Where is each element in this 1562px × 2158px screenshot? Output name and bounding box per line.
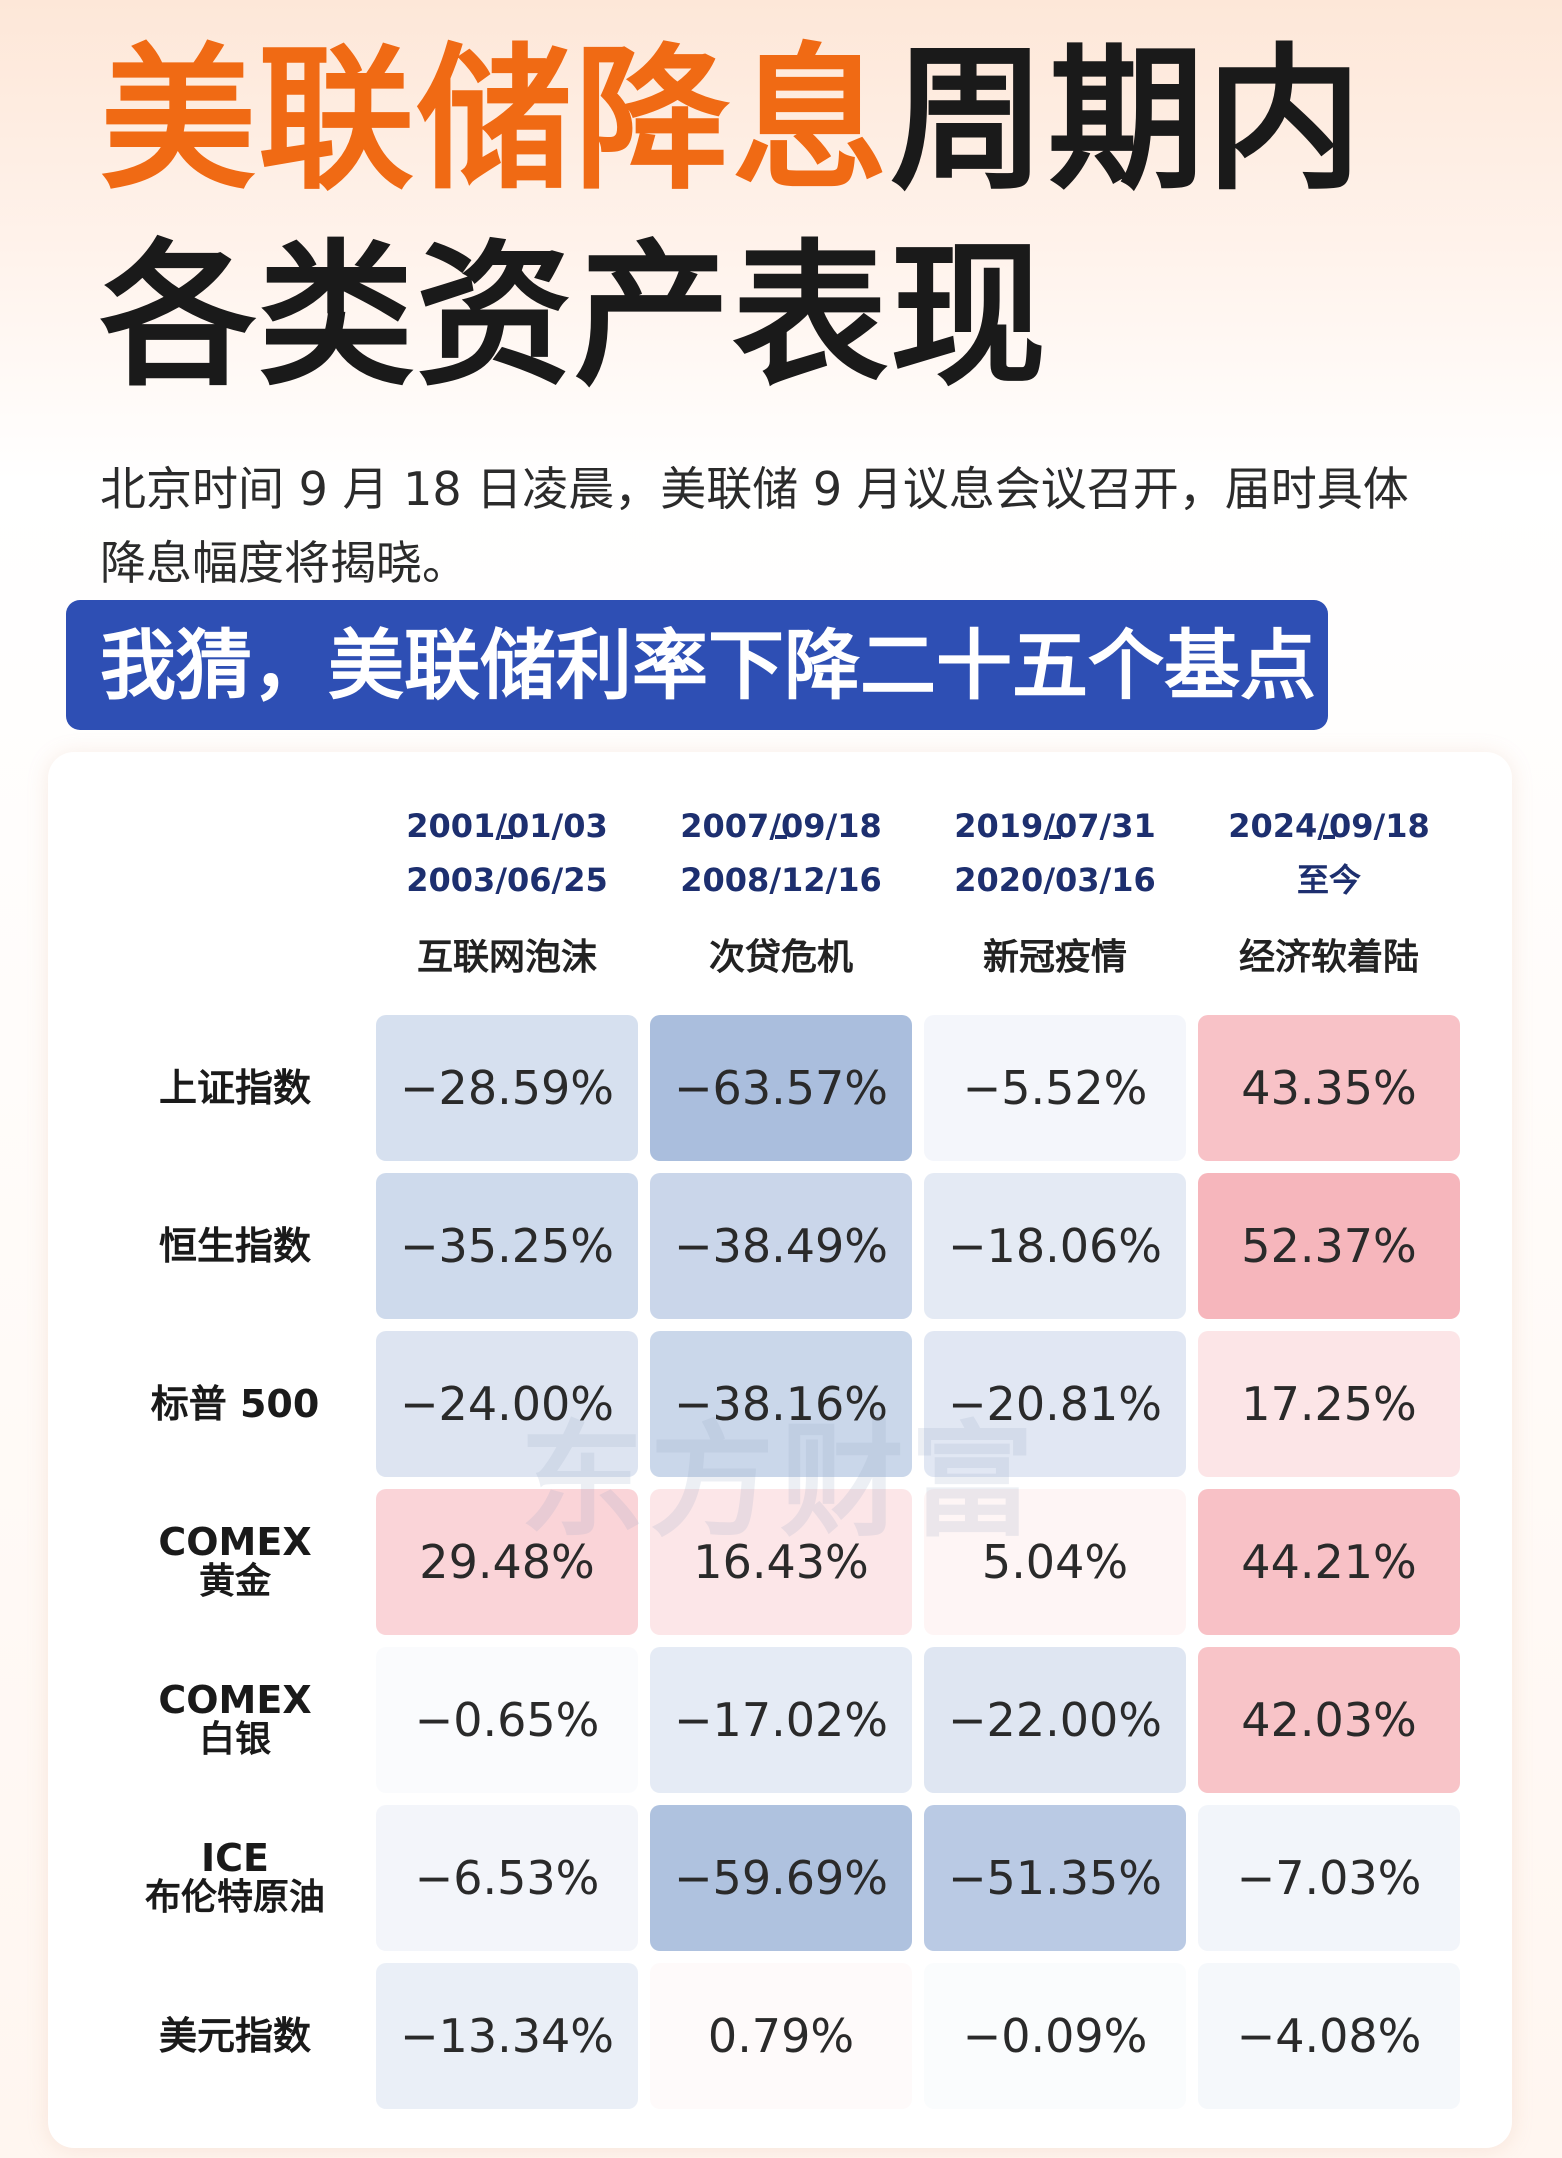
row-label-line: 黄金: [198, 1561, 271, 1602]
heatmap-cell: −59.69%: [650, 1805, 912, 1951]
row-label: 标普 500: [110, 1331, 360, 1477]
event-name: 次贷危机: [708, 937, 853, 978]
heatmap-cell: −13.34%: [376, 1963, 638, 2109]
heatmap-cell: −0.65%: [376, 1647, 638, 1793]
heatmap-cell: −63.57%: [650, 1015, 912, 1161]
column-header: 2001/01/03 2003/06/25 互联网泡沫: [376, 806, 638, 986]
heatmap-cell: −38.16%: [650, 1331, 912, 1477]
row-label-line: 恒生指数: [158, 1224, 311, 1268]
heatmap-cell: 16.43%: [650, 1489, 912, 1635]
column-header: 2007/09/18 2008/12/16 次贷危机: [650, 806, 912, 986]
period-end: 至今: [1296, 861, 1361, 899]
date-separator: [924, 832, 1186, 842]
heatmap-cell: 52.37%: [1198, 1173, 1460, 1319]
heatmap-cell: −5.52%: [924, 1015, 1186, 1161]
row-label-line: 美元指数: [158, 2014, 311, 2058]
heatmap-cell: −4.08%: [1198, 1963, 1460, 2109]
event-name: 经济软着陆: [1238, 937, 1419, 978]
row-label: 恒生指数: [110, 1173, 360, 1319]
row-label-line: ICE: [201, 1836, 269, 1880]
heatmap-cell: −18.06%: [924, 1173, 1186, 1319]
row-label-line: COMEX: [158, 1520, 312, 1564]
heatmap-cell: −17.02%: [650, 1647, 912, 1793]
heatmap-cell: −35.25%: [376, 1173, 638, 1319]
date-separator: [1198, 832, 1460, 842]
heatmap-cell: −20.81%: [924, 1331, 1186, 1477]
heatmap-cell: −22.00%: [924, 1647, 1186, 1793]
heatmap-cell: −6.53%: [376, 1805, 638, 1951]
period-end: 2008/12/16: [680, 861, 882, 899]
heatmap-cell: −24.00%: [376, 1331, 638, 1477]
column-header: 2019/07/31 2020/03/16 新冠疫情: [924, 806, 1186, 986]
row-label-line: 上证指数: [158, 1066, 311, 1110]
title-accent: 美联储降息: [100, 29, 890, 211]
period-end: 2003/06/25: [406, 861, 608, 899]
event-name: 互联网泡沫: [416, 937, 597, 978]
row-label: COMEX 白银: [110, 1647, 360, 1793]
row-label: COMEX 黄金: [110, 1489, 360, 1635]
date-separator: [376, 832, 638, 842]
row-label: ICE 布伦特原油: [110, 1805, 360, 1951]
row-label-line: COMEX: [158, 1678, 312, 1722]
title-rest: 周期内: [890, 29, 1364, 211]
subtitle: 北京时间 9 月 18 日凌晨，美联储 9 月议息会议召开，届时具体降息幅度将揭…: [100, 462, 1409, 590]
heatmap-cell: 0.79%: [650, 1963, 912, 2109]
heatmap-cell: 43.35%: [1198, 1015, 1460, 1161]
row-label-line: 标普 500: [150, 1382, 320, 1426]
banner-text: 我猜，美联储利率下降二十五个基点: [100, 621, 1316, 710]
heatmap-cell: 5.04%: [924, 1489, 1186, 1635]
heatmap-cell: 44.21%: [1198, 1489, 1460, 1635]
row-label-line: 布伦特原油: [144, 1877, 325, 1918]
row-label: 上证指数: [110, 1015, 360, 1161]
banner: [66, 600, 1328, 730]
event-name: 新冠疫情: [982, 937, 1127, 978]
heatmap-cell: 17.25%: [1198, 1331, 1460, 1477]
row-label: 美元指数: [110, 1963, 360, 2109]
heatmap-cell: −0.09%: [924, 1963, 1186, 2109]
page-title-line-1: 美联储降息周期内: [100, 42, 1364, 198]
heatmap-cell: 29.48%: [376, 1489, 638, 1635]
date-separator: [650, 832, 912, 842]
heatmap-cell: −7.03%: [1198, 1805, 1460, 1951]
heatmap-cell: −51.35%: [924, 1805, 1186, 1951]
row-label-line: 白银: [198, 1719, 271, 1760]
heatmap-cell: −28.59%: [376, 1015, 638, 1161]
page-title-line-2: 各类资产表现: [100, 225, 1048, 407]
heatmap-cell: 42.03%: [1198, 1647, 1460, 1793]
column-header: 2024/09/18 至今 经济软着陆: [1198, 806, 1460, 986]
period-end: 2020/03/16: [954, 861, 1156, 899]
heatmap-cell: −38.49%: [650, 1173, 912, 1319]
